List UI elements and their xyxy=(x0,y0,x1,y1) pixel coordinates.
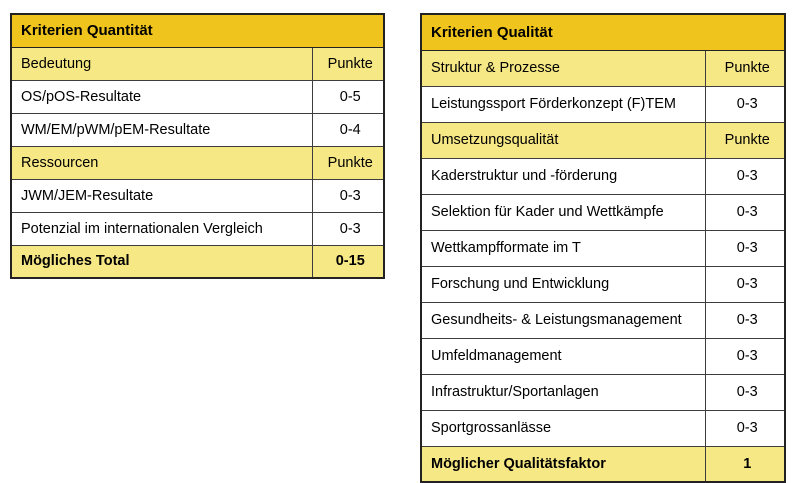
table-row: Gesundheits- & Leistungsmanagement 0-3 xyxy=(420,301,786,339)
table-row: Wettkampfformate im T 0-3 xyxy=(420,229,786,267)
table-row: Umfeldmanagement 0-3 xyxy=(420,337,786,375)
table-header-row: Kriterien Quantität xyxy=(10,13,385,48)
row-value: Punkte xyxy=(311,46,385,81)
table-row: Potenzial im internationalen Vergleich 0… xyxy=(10,211,385,246)
row-value: 0-3 xyxy=(704,337,786,375)
row-label: OS/pOS-Resultate xyxy=(10,79,313,114)
table-row: Sportgrossanlässe 0-3 xyxy=(420,409,786,447)
row-label: Sportgrossanlässe xyxy=(420,409,706,447)
table-total-row: Mögliches Total 0-15 xyxy=(10,244,385,279)
row-label: Forschung und Entwicklung xyxy=(420,265,706,303)
row-label: Umfeldmanagement xyxy=(420,337,706,375)
table-row: Leistungssport Förderkonzept (F)TEM 0-3 xyxy=(420,85,786,123)
table-row: JWM/JEM-Resultate 0-3 xyxy=(10,178,385,213)
row-label: Infrastruktur/Sportanlagen xyxy=(420,373,706,411)
row-value: 0-3 xyxy=(704,85,786,123)
table-title: Kriterien Qualität xyxy=(420,13,786,51)
row-value: 1 xyxy=(704,445,786,483)
row-value: 0-5 xyxy=(311,79,385,114)
row-label: Struktur & Prozesse xyxy=(420,49,706,87)
table-row: Umsetzungsqualität Punkte xyxy=(420,121,786,159)
table-row: OS/pOS-Resultate 0-5 xyxy=(10,79,385,114)
row-label: JWM/JEM-Resultate xyxy=(10,178,313,213)
row-value: 0-3 xyxy=(311,178,385,213)
row-value: 0-3 xyxy=(704,229,786,267)
row-value: 0-3 xyxy=(704,157,786,195)
row-label: Leistungssport Förderkonzept (F)TEM xyxy=(420,85,706,123)
row-label: Möglicher Qualitätsfaktor xyxy=(420,445,706,483)
quantity-criteria-table: Kriterien Quantität Bedeutung Punkte OS/… xyxy=(10,13,385,279)
row-label: Umsetzungsqualität xyxy=(420,121,706,159)
table-row: Kaderstruktur und -förderung 0-3 xyxy=(420,157,786,195)
row-label: WM/EM/pWM/pEM-Resultate xyxy=(10,112,313,147)
row-value: 0-3 xyxy=(311,211,385,246)
table-row: Forschung und Entwicklung 0-3 xyxy=(420,265,786,303)
quality-criteria-table: Kriterien Qualität Struktur & Prozesse P… xyxy=(420,13,787,483)
table-header-row: Kriterien Qualität xyxy=(420,13,786,51)
row-value: 0-3 xyxy=(704,301,786,339)
row-label: Bedeutung xyxy=(10,46,313,81)
table-row: WM/EM/pWM/pEM-Resultate 0-4 xyxy=(10,112,385,147)
row-value: Punkte xyxy=(311,145,385,180)
table-title: Kriterien Quantität xyxy=(10,13,385,48)
row-value: Punkte xyxy=(704,49,786,87)
row-label: Ressourcen xyxy=(10,145,313,180)
table-row: Struktur & Prozesse Punkte xyxy=(420,49,786,87)
row-label: Gesundheits- & Leistungsmanagement xyxy=(420,301,706,339)
table-row: Bedeutung Punkte xyxy=(10,46,385,81)
row-value: 0-3 xyxy=(704,409,786,447)
table-row: Ressourcen Punkte xyxy=(10,145,385,180)
table-total-row: Möglicher Qualitätsfaktor 1 xyxy=(420,445,786,483)
row-label: Potenzial im internationalen Vergleich xyxy=(10,211,313,246)
row-value: Punkte xyxy=(704,121,786,159)
row-label: Wettkampfformate im T xyxy=(420,229,706,267)
row-label: Mögliches Total xyxy=(10,244,313,279)
row-value: 0-3 xyxy=(704,373,786,411)
row-value: 0-3 xyxy=(704,193,786,231)
row-label: Selektion für Kader und Wettkämpfe xyxy=(420,193,706,231)
table-row: Infrastruktur/Sportanlagen 0-3 xyxy=(420,373,786,411)
row-value: 0-3 xyxy=(704,265,786,303)
row-value: 0-15 xyxy=(311,244,385,279)
row-value: 0-4 xyxy=(311,112,385,147)
row-label: Kaderstruktur und -förderung xyxy=(420,157,706,195)
table-row: Selektion für Kader und Wettkämpfe 0-3 xyxy=(420,193,786,231)
